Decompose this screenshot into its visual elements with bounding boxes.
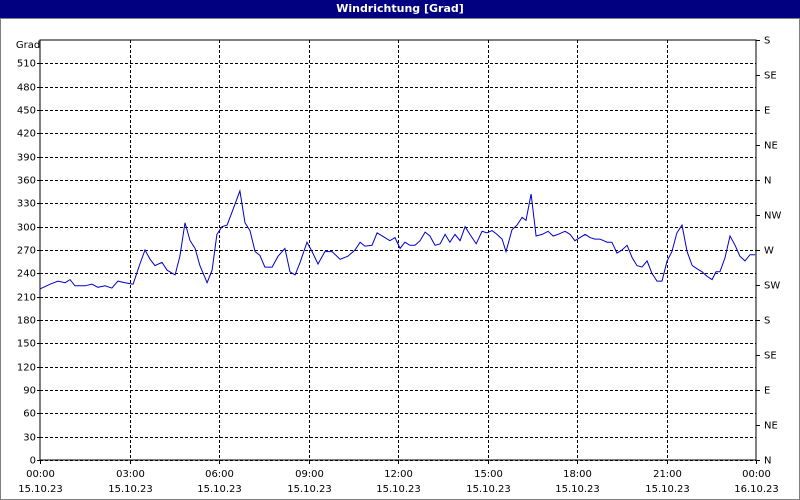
y-tick-label: 120: [17, 363, 36, 374]
y2-tick-label: NE: [764, 141, 778, 152]
x-tick-label: 00:00: [26, 469, 55, 480]
y-tick-label: 0: [30, 456, 36, 467]
y2-tick-label: SW: [764, 281, 780, 292]
y-axis-label: Grad: [16, 40, 40, 51]
y-tick-label: 240: [17, 269, 36, 280]
y-tick-label: 300: [17, 223, 36, 234]
x-tick-label: 15:00: [474, 469, 503, 480]
y-tick-label: 210: [17, 293, 36, 304]
y-tick-label: 360: [17, 176, 36, 187]
y-tick-label: 420: [17, 129, 36, 140]
y2-tick-label: N: [764, 456, 771, 467]
x-tick-date: 15.10.23: [197, 484, 242, 495]
y-tick-label: 270: [17, 246, 36, 257]
x-tick-label: 12:00: [384, 469, 413, 480]
title-bar: [0, 0, 800, 18]
x-tick-date: 15.10.23: [376, 484, 421, 495]
y-tick-label: 60: [23, 409, 36, 420]
y2-tick-label: E: [764, 106, 770, 117]
y-tick-label: 180: [17, 316, 36, 327]
chart-title: Windrichtung [Grad]: [336, 2, 464, 15]
y-tick-label: 480: [17, 83, 36, 94]
y2-tick-label: NE: [764, 421, 778, 432]
y2-tick-label: S: [764, 316, 770, 327]
data-line: [39, 188, 756, 290]
y2-tick-label: SE: [764, 351, 777, 362]
x-tick-date: 16.10.23: [734, 484, 779, 495]
y-tick-label: 150: [17, 339, 36, 350]
y-tick-label: 330: [17, 199, 36, 210]
x-tick-label: 21:00: [653, 469, 682, 480]
y-tick-label: 390: [17, 153, 36, 164]
y-tick-label: 450: [17, 106, 36, 117]
x-tick-date: 15.10.23: [287, 484, 332, 495]
y2-tick-label: NW: [764, 211, 781, 222]
y2-tick-label: SE: [764, 71, 777, 82]
y2-tick-label: E: [764, 386, 770, 397]
x-tick-label: 00:00: [742, 469, 771, 480]
y-tick-label: 90: [23, 386, 36, 397]
y2-tick-label: S: [764, 36, 770, 47]
y2-tick-label: W: [764, 246, 774, 257]
x-tick-date: 15.10.23: [18, 484, 63, 495]
x-tick-label: 09:00: [295, 469, 324, 480]
y-tick-label: 510: [17, 59, 36, 70]
y2-tick-label: N: [764, 176, 771, 187]
x-tick-date: 15.10.23: [108, 484, 153, 495]
x-tick-label: 18:00: [563, 469, 592, 480]
x-tick-date: 15.10.23: [555, 484, 600, 495]
x-tick-label: 03:00: [116, 469, 145, 480]
y-tick-label: 30: [23, 433, 36, 444]
x-tick-date: 15.10.23: [645, 484, 690, 495]
x-tick-date: 15.10.23: [466, 484, 511, 495]
x-tick-label: 06:00: [205, 469, 234, 480]
